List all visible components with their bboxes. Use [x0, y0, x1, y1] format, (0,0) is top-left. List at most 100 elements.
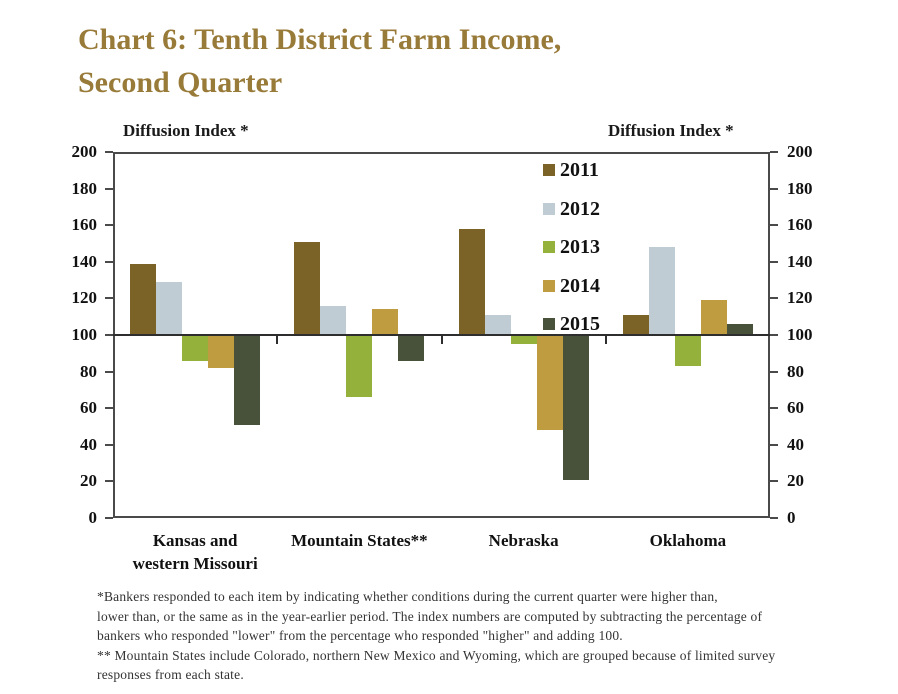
legend-item-2012: 2012	[543, 198, 600, 220]
bar-2011-oklahoma	[622, 314, 649, 335]
chart-title: Chart 6: Tenth District Farm Income, Sec…	[78, 18, 561, 104]
y-axis-label-right: 140	[787, 251, 813, 271]
bar-2015-oklahoma	[726, 324, 753, 335]
y-axis-label-right: 200	[787, 142, 813, 161]
x-axis-category-label: Mountain States**	[249, 529, 469, 552]
y-axis-tick-left	[105, 517, 113, 519]
y-axis-tick-right	[770, 334, 778, 336]
legend-label-2011: 2011	[560, 159, 599, 181]
bar-2015-mountain-states-	[398, 335, 425, 361]
y-axis-label-right: 0	[787, 508, 796, 527]
y-axis-tick-right	[770, 517, 778, 519]
bar-2012-kansas-and-western-missouri	[156, 281, 183, 335]
legend-label-2014: 2014	[560, 274, 600, 297]
bar-2014-oklahoma	[700, 300, 727, 335]
y-axis-tick-left	[105, 297, 113, 300]
bar-2012-nebraska	[484, 314, 511, 335]
y-axis-label-right: 120	[787, 288, 813, 308]
legend-swatch-2015	[543, 318, 555, 330]
legend-swatch-2011	[543, 164, 555, 176]
bar-2013-kansas-and-western-missouri	[182, 335, 209, 361]
footnote-line: *Bankers responded to each item by indic…	[97, 589, 718, 604]
x-axis-category-line: Oklahoma	[649, 531, 727, 550]
y-axis-tick-left	[105, 224, 113, 227]
y-axis-label-right: 180	[787, 178, 813, 198]
y-axis-tick-right	[770, 224, 778, 227]
y-axis-tick-right	[770, 297, 778, 300]
y-axis-tick-right	[770, 370, 778, 373]
y-axis-label-left: 160	[71, 215, 98, 235]
legend-swatch-2012	[543, 202, 555, 215]
category-separator-tick	[276, 336, 279, 344]
chart-title-line-1: Chart 6: Tenth District Farm Income,	[78, 23, 562, 56]
bar-2011-nebraska	[458, 228, 485, 335]
bar-2012-oklahoma	[648, 247, 675, 335]
y-axis-label-left: 40	[80, 434, 97, 454]
bar-2014-kansas-and-western-missouri	[208, 335, 235, 368]
y-axis-label-left: 200	[71, 142, 98, 161]
legend-label-2015: 2015	[560, 313, 600, 335]
y-axis-tick-right	[770, 260, 778, 263]
x-axis-category-line: Kansas and	[152, 531, 238, 550]
y-axis-label-right: 20	[787, 471, 804, 491]
y-axis-tick-left	[105, 443, 113, 446]
footnote-line: ** Mountain States include Colorado, nor…	[97, 647, 776, 663]
y-axis-tick-left	[105, 151, 113, 153]
baseline-100	[113, 334, 770, 337]
y-axis-label-right: 160	[787, 215, 813, 235]
bar-2012-mountain-states-	[320, 305, 347, 335]
y-axis-tick-left	[105, 334, 113, 336]
y-axis-label-left: 120	[71, 288, 98, 308]
y-axis-label-left: 60	[80, 398, 97, 418]
y-axis-tick-left	[105, 407, 113, 410]
bar-2013-nebraska	[510, 335, 537, 345]
x-axis-category-line: western Missouri	[132, 554, 258, 573]
legend-swatch-2014	[543, 279, 555, 292]
y-axis-label-left: 20	[80, 471, 97, 491]
y-axis-label-left: 100	[71, 325, 98, 344]
x-axis-category-line: Nebraska	[488, 531, 559, 550]
y-axis-tick-left	[105, 370, 113, 373]
y-axis-tick-right	[770, 151, 778, 153]
y-axis-title-left: Diffusion Index *	[123, 121, 249, 140]
x-axis-category-label: Kansas and western Missouri	[85, 529, 305, 575]
y-axis-label-right: 80	[787, 361, 804, 381]
y-axis-label-left: 80	[80, 361, 97, 381]
y-axis-tick-left	[105, 260, 113, 263]
footnote-line: lower than, or the same as in the year-e…	[97, 608, 763, 624]
y-axis-tick-right	[770, 187, 778, 190]
x-axis-category-label: Oklahoma	[578, 529, 798, 552]
bar-2015-nebraska	[562, 335, 589, 480]
footnote-line: bankers who responded "lower" from the p…	[97, 628, 623, 643]
y-axis-label-right: 40	[787, 434, 804, 454]
legend-item-2014: 2014	[543, 275, 600, 297]
bar-2014-mountain-states-	[372, 309, 399, 335]
legend-label-2013: 2013	[560, 236, 600, 258]
y-axis-label-left: 140	[71, 251, 98, 271]
legend-swatch-2013	[543, 241, 555, 253]
y-axis-tick-right	[770, 407, 778, 410]
category-separator-tick	[604, 336, 607, 344]
legend-item-2015: 2015	[543, 313, 600, 335]
y-axis-label-left: 0	[88, 508, 98, 527]
x-axis-category-line: Mountain States**	[291, 531, 428, 550]
y-axis-tick-right	[770, 480, 778, 483]
x-axis-category-label: Nebraska	[414, 529, 634, 552]
legend-label-2012: 2012	[560, 197, 600, 220]
footnote-line: responses from each state.	[97, 667, 244, 682]
chart-title-line-2: Second Quarter	[78, 66, 283, 99]
y-axis-tick-left	[105, 480, 113, 483]
bar-2011-kansas-and-western-missouri	[130, 263, 157, 335]
y-axis-label-right: 60	[787, 398, 804, 418]
footnotes: *Bankers responded to each item by indic…	[97, 587, 775, 685]
bar-2014-nebraska	[536, 335, 563, 431]
bar-2015-kansas-and-western-missouri	[234, 335, 261, 425]
legend-item-2011: 2011	[543, 159, 600, 181]
chart-legend: 2011 2012 2013 2014 2015	[543, 159, 600, 352]
bar-2013-oklahoma	[674, 335, 701, 367]
y-axis-label-left: 180	[71, 178, 98, 198]
y-axis-label-right: 100	[787, 325, 813, 344]
bar-2013-mountain-states-	[346, 335, 373, 398]
y-axis-tick-right	[770, 443, 778, 446]
